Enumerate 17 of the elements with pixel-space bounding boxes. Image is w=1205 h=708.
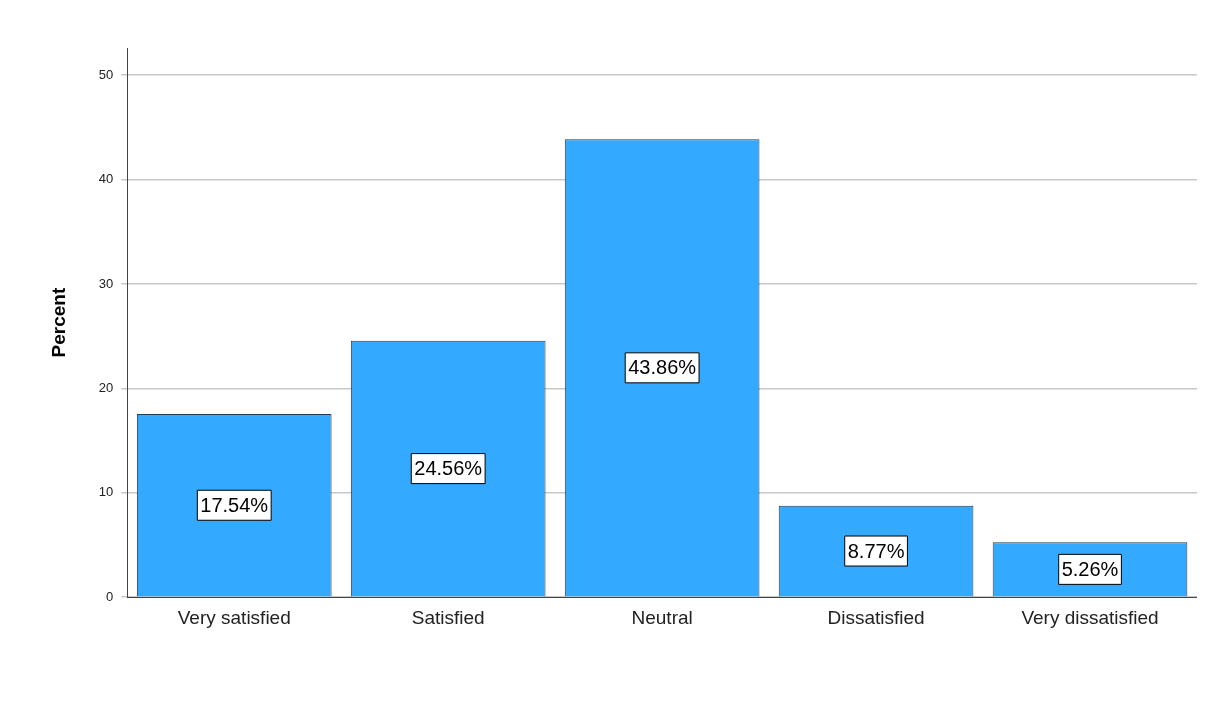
y-tick-label: 0 [106, 588, 114, 604]
y-tick-label: 30 [98, 275, 114, 291]
x-tick-label: Very dissatisfied [1021, 606, 1159, 628]
y-tick-label: 10 [98, 484, 114, 500]
x-tick-label: Very satisfied [177, 606, 291, 628]
x-tick-label: Satisfied [411, 606, 485, 628]
data-label: 17.54% [200, 493, 269, 516]
x-tick-label: Neutral [631, 606, 693, 628]
y-axis-title: Percent [47, 287, 69, 358]
data-label: 5.26% [1061, 557, 1119, 580]
y-tick-label: 40 [98, 171, 114, 187]
data-label: 43.86% [628, 356, 697, 379]
data-label: 8.77% [847, 539, 905, 562]
data-label: 24.56% [414, 457, 483, 480]
y-tick-label: 50 [98, 66, 114, 82]
x-tick-label: Dissatisfied [827, 606, 925, 628]
y-tick-label: 20 [98, 379, 114, 395]
